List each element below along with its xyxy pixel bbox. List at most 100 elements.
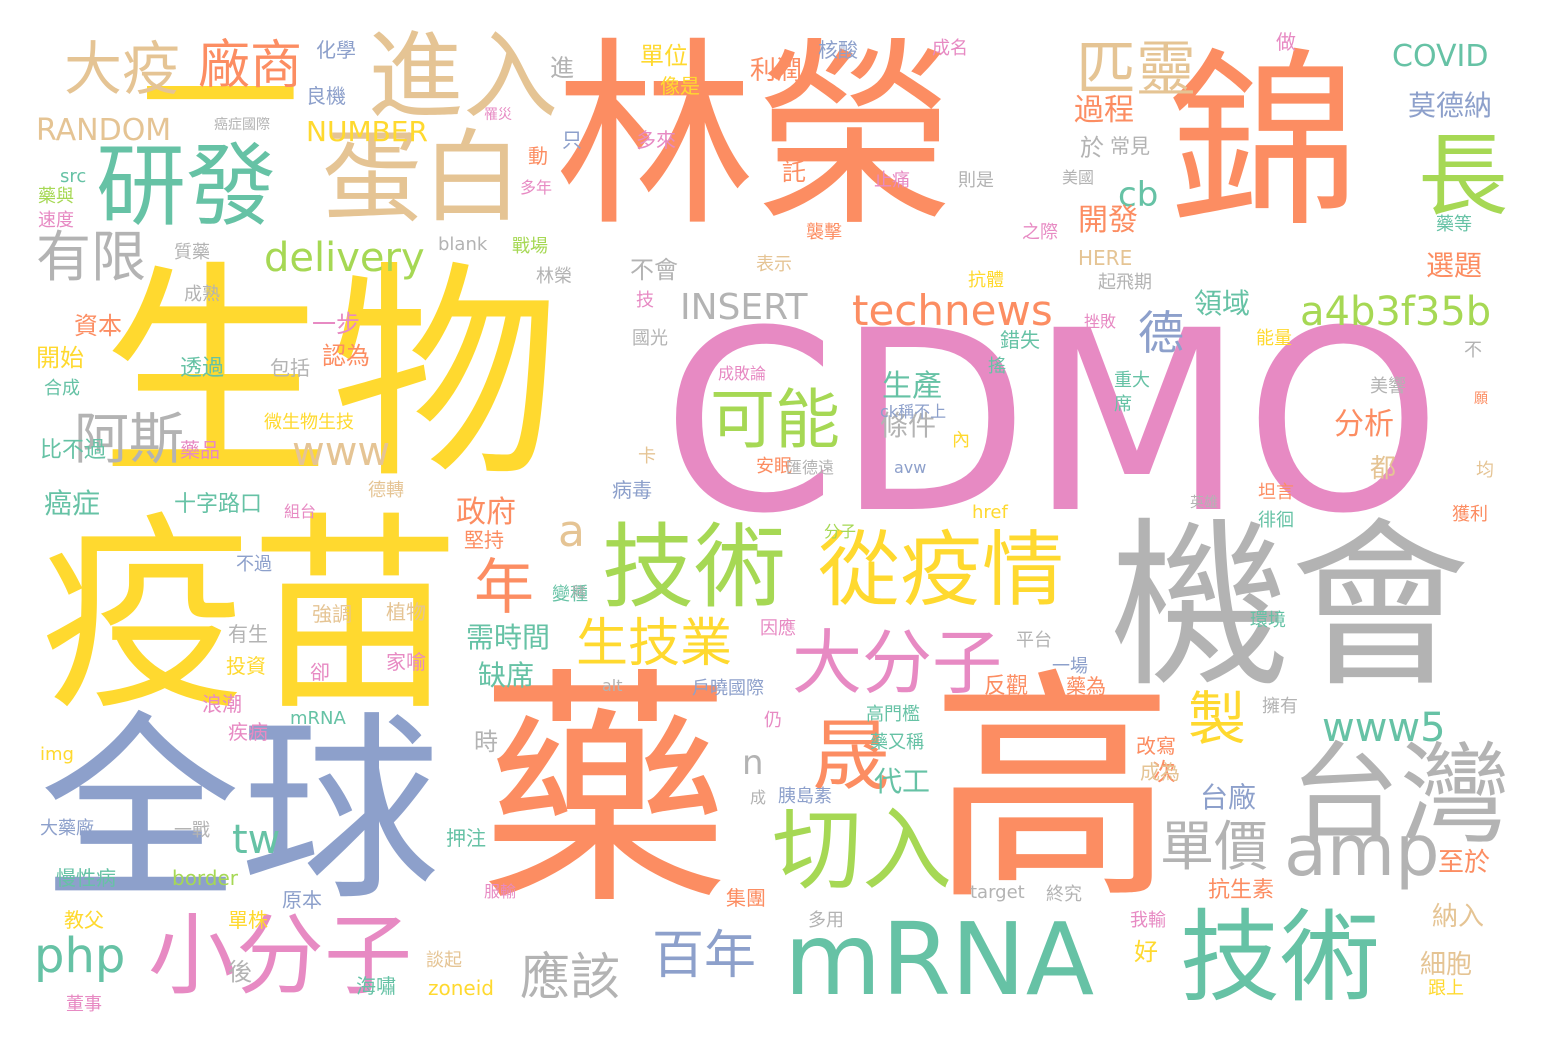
- word-cloud-word: 英雄: [1190, 495, 1218, 511]
- word-cloud-word: 教父: [64, 908, 104, 932]
- word-cloud-word: cb: [1118, 175, 1159, 215]
- word-cloud-word: 只: [562, 128, 582, 152]
- word-cloud-word: 微生物生技: [264, 412, 354, 433]
- word-cloud-word: COVID: [1392, 39, 1489, 74]
- word-cloud-word: 晟: [812, 712, 891, 802]
- word-cloud-word: mRNA: [290, 708, 346, 729]
- word-cloud-word: alt: [602, 676, 623, 695]
- word-cloud-word: 押注: [446, 826, 486, 850]
- word-cloud-word: 一場: [1052, 656, 1088, 677]
- word-cloud-word: 開始: [36, 344, 84, 372]
- word-cloud-word: 比不過: [40, 438, 107, 463]
- word-cloud-word: 匹靈: [1076, 35, 1196, 105]
- word-cloud-word: 不過: [236, 554, 272, 575]
- word-cloud-word: 做: [1276, 30, 1296, 54]
- word-cloud-word: 組台: [284, 502, 317, 521]
- word-cloud-word: 可能: [710, 383, 841, 458]
- word-cloud-word: 徘徊: [1258, 510, 1294, 531]
- word-cloud-word: 多用: [808, 910, 844, 931]
- word-cloud-word: 擁有: [1262, 696, 1298, 717]
- word-cloud-word: 起飛期: [1098, 272, 1152, 293]
- word-cloud-word: INSERT: [680, 287, 808, 328]
- word-cloud-word: 缺席: [478, 659, 535, 692]
- word-cloud-word: 條件: [880, 409, 937, 442]
- word-cloud-word: 選題: [1426, 249, 1483, 282]
- word-cloud-word: 高: [930, 648, 1175, 933]
- word-cloud-word: a4b3f35b: [1300, 289, 1492, 335]
- word-cloud-word: 卻: [310, 660, 330, 684]
- word-cloud-word: 罹災: [484, 107, 512, 123]
- word-cloud-word: 從疫情: [818, 523, 1065, 618]
- word-cloud-word: 大藥廠: [40, 818, 94, 839]
- word-cloud-word: 技術: [602, 514, 787, 621]
- word-cloud-word: 國光: [632, 328, 668, 349]
- word-cloud-word: 胰島素: [778, 786, 832, 807]
- word-cloud-word: zoneid: [428, 976, 494, 1000]
- word-cloud-word: 終究: [1046, 884, 1082, 905]
- word-cloud-word: 卡: [638, 446, 656, 467]
- word-cloud-word: 技術: [1180, 899, 1380, 1016]
- word-cloud-word: 核酸: [818, 38, 858, 62]
- word-cloud-word: 藥: [480, 647, 730, 938]
- word-cloud-word: 資本: [74, 312, 122, 340]
- word-cloud-word: 坦言: [1258, 482, 1294, 503]
- word-cloud-word: 獲利: [1452, 504, 1488, 525]
- word-cloud-word: CDMO: [662, 277, 1442, 568]
- word-cloud-word: 單價: [1160, 815, 1268, 878]
- word-cloud-word: 林榮: [555, 21, 956, 254]
- word-cloud-word: 因應: [760, 618, 796, 639]
- word-cloud-word: 服輸: [484, 882, 517, 901]
- word-cloud-word: n: [742, 743, 764, 783]
- word-cloud-word: 納入: [1432, 902, 1485, 932]
- word-cloud-word: 莫德納: [1408, 89, 1493, 122]
- word-cloud-word: 則是: [958, 170, 994, 191]
- word-cloud-word: 包括: [270, 356, 310, 380]
- word-cloud-word: 代工: [874, 765, 931, 798]
- word-cloud-word: 改寫: [1136, 734, 1176, 758]
- word-cloud-word: 錦: [1168, 32, 1359, 253]
- word-cloud-word: 強調: [312, 602, 352, 626]
- word-cloud-word: 十字路口: [174, 492, 263, 517]
- word-cloud-word: 董事: [66, 994, 102, 1015]
- word-cloud-word: 植物: [386, 600, 426, 624]
- word-cloud-word: tw: [232, 817, 281, 863]
- word-cloud-word: 廠商: [198, 36, 303, 96]
- word-cloud-word: avw: [894, 458, 927, 477]
- word-cloud-word: 表示: [756, 254, 792, 275]
- word-cloud-word: 於: [1080, 134, 1104, 162]
- word-cloud-word: 機會: [1110, 503, 1471, 712]
- word-cloud-word: NUMBER: [306, 115, 428, 148]
- word-cloud-word: 癌症: [44, 487, 101, 520]
- word-cloud-word: 利潤: [750, 56, 803, 86]
- word-cloud-word: 藥又稱: [870, 732, 924, 753]
- word-cloud-word: 良機: [306, 84, 346, 108]
- word-cloud-word: 過程: [1074, 93, 1134, 128]
- word-cloud-word: 林榮: [536, 266, 572, 287]
- word-cloud-word: img: [40, 744, 74, 765]
- word-cloud-word: 之際: [1022, 222, 1058, 243]
- word-cloud-word: 戶曉國際: [692, 678, 764, 699]
- word-cloud-word: 一步: [312, 310, 360, 338]
- word-cloud-word: 小分子: [148, 904, 413, 1007]
- word-cloud-word: 阿斯: [74, 407, 185, 471]
- word-cloud-word: 分析: [1334, 407, 1394, 442]
- word-cloud-word: 成為: [1140, 760, 1180, 784]
- word-cloud-word: 藥品: [180, 438, 220, 462]
- word-cloud-word: 次: [1152, 758, 1176, 786]
- word-cloud-word: 都: [1370, 454, 1397, 484]
- word-cloud-word: 堅持: [464, 528, 504, 552]
- word-cloud-word: 透過: [180, 356, 225, 381]
- word-cloud-word: 疾病: [228, 720, 268, 744]
- word-cloud-word: 談起: [426, 950, 462, 971]
- word-cloud-word: 席: [1114, 394, 1132, 415]
- word-cloud-word: 單位: [640, 42, 688, 70]
- word-cloud-word: 襲擊: [806, 222, 842, 243]
- word-cloud-word: 美國: [1062, 168, 1095, 187]
- word-cloud-word: 政府: [456, 495, 516, 530]
- word-cloud-word: 能量: [1256, 328, 1292, 349]
- word-cloud-word: 藥為: [1066, 674, 1106, 698]
- word-cloud-word: 應該: [520, 948, 620, 1006]
- word-cloud-word: mRNA: [784, 901, 1095, 1018]
- word-cloud-word: 切入: [772, 798, 952, 903]
